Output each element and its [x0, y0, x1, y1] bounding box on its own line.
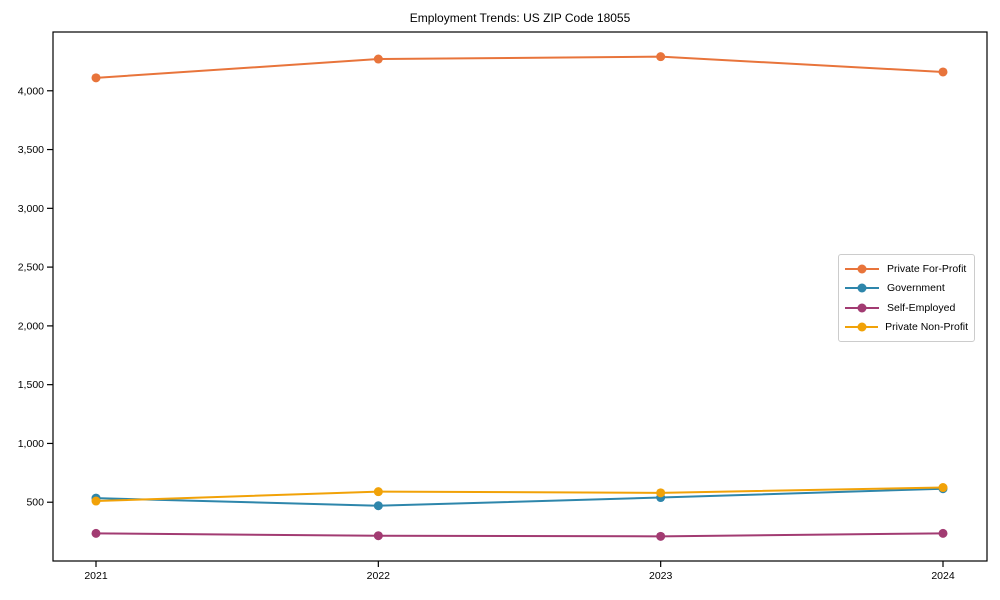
- y-tick-label: 2,000: [18, 320, 44, 332]
- y-tick-label: 3,500: [18, 144, 44, 156]
- data-point-private-for-profit-2023: [656, 52, 666, 62]
- series-line-self-employed: [95, 532, 944, 538]
- data-point-government-2022: [373, 501, 383, 511]
- y-tick-label: 3,000: [18, 203, 44, 215]
- legend-item: Self-Employed: [844, 298, 968, 318]
- legend-marker-icon: [845, 303, 879, 313]
- legend-item: Private Non-Profit: [844, 318, 968, 338]
- data-point-self-employed-2021: [91, 528, 101, 538]
- x-tick-label: 2024: [931, 570, 955, 582]
- y-tick-label: 1,000: [18, 438, 44, 450]
- data-point-private-for-profit-2022: [373, 54, 383, 64]
- legend-marker-icon: [845, 264, 879, 274]
- legend-label: Government: [887, 282, 945, 295]
- plot-border: [52, 31, 988, 562]
- legend-label: Self-Employed: [887, 301, 956, 314]
- x-tick-label: 2022: [367, 570, 391, 582]
- legend-item: Private For-Profit: [844, 259, 968, 279]
- chart-title: Employment Trends: US ZIP Code 18055: [409, 11, 631, 25]
- y-tick-label: 1,500: [18, 379, 44, 391]
- y-tick-label: 2,500: [18, 262, 44, 274]
- y-tick-label: 4,000: [18, 85, 44, 97]
- x-tick-label: 2023: [649, 570, 673, 582]
- series-line-government: [95, 487, 944, 507]
- data-point-private-non-profit-2022: [373, 487, 383, 497]
- series-line-private-non-profit: [95, 486, 944, 503]
- series-line-private-for-profit: [95, 55, 944, 79]
- x-tick-label: 2021: [84, 570, 108, 582]
- legend-marker-icon: [845, 283, 879, 293]
- data-point-private-non-profit-2021: [91, 496, 101, 506]
- data-point-private-for-profit-2021: [91, 73, 101, 83]
- data-point-private-non-profit-2023: [656, 488, 666, 498]
- data-point-self-employed-2024: [938, 528, 948, 538]
- legend-marker-icon: [845, 322, 879, 332]
- data-point-self-employed-2023: [656, 531, 666, 541]
- legend-label: Private For-Profit: [887, 262, 967, 275]
- data-point-private-non-profit-2024: [938, 483, 948, 493]
- legend-item: Government: [844, 279, 968, 299]
- legend: Private For-Profit Government Self-Employe…: [838, 254, 975, 342]
- y-tick-label: 500: [26, 497, 44, 509]
- data-point-private-for-profit-2024: [938, 67, 948, 77]
- data-point-self-employed-2022: [373, 531, 383, 541]
- legend-label: Private Non-Profit: [885, 321, 968, 334]
